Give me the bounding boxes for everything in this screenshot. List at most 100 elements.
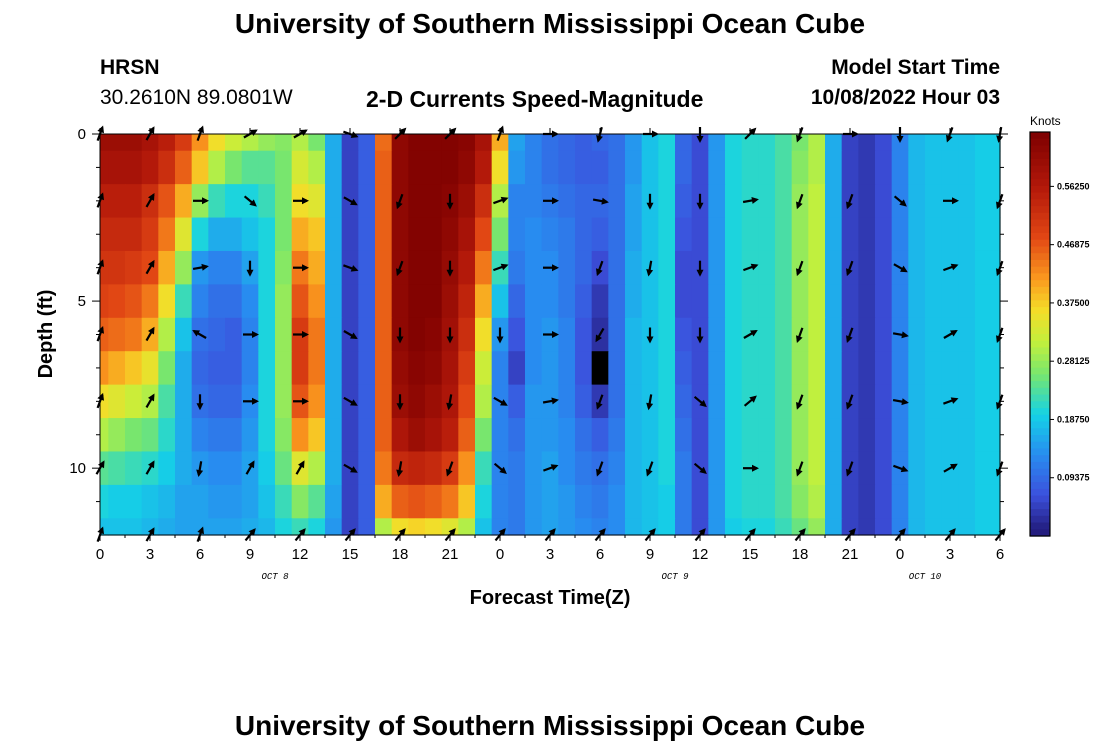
heatmap-cell: [675, 134, 693, 152]
heatmap-cell: [558, 284, 576, 319]
heatmap-cell: [225, 250, 243, 285]
heatmap-cell: [975, 150, 993, 185]
colorbar-segment: [1030, 529, 1050, 537]
heatmap-cell: [458, 418, 476, 453]
heatmap-cell: [341, 134, 359, 152]
colorbar-segment: [1030, 441, 1050, 450]
heatmap-cell: [541, 134, 559, 152]
heatmap-cell: [991, 384, 1001, 419]
current-arrow: [846, 394, 854, 410]
heatmap-cell: [625, 351, 643, 386]
heatmap-cell: [375, 317, 393, 352]
heatmap-cell: [108, 418, 126, 453]
heatmap-cell: [525, 384, 543, 419]
current-arrow: [396, 327, 404, 344]
heatmap-cell: [191, 134, 209, 152]
heatmap-cell: [608, 451, 626, 486]
heatmap-cell: [225, 284, 243, 319]
heatmap-cell: [408, 384, 426, 419]
x-tick-label: 15: [342, 546, 359, 563]
current-arrow: [193, 197, 209, 205]
heatmap-cell: [925, 317, 943, 352]
current-arrow: [846, 327, 854, 343]
station-coordinates: 30.2610N 89.0801W: [100, 86, 293, 109]
heatmap-cell: [308, 418, 326, 453]
colorbar-segment: [1030, 273, 1050, 281]
colorbar-segment: [1030, 320, 1050, 328]
heatmap-cell: [358, 284, 376, 319]
heatmap-cell: [375, 484, 393, 519]
heatmap-cell: [858, 451, 876, 486]
current-arrow: [796, 193, 804, 210]
heatmap-cell: [675, 184, 693, 219]
heatmap-cell: [108, 284, 126, 319]
heatmap-cell: [708, 150, 726, 185]
heatmap-cell: [691, 484, 709, 519]
heatmap-cell: [758, 284, 776, 319]
heatmap-cell: [641, 351, 659, 386]
heatmap-cell: [125, 351, 143, 386]
heatmap-cell: [791, 484, 809, 519]
heatmap-cell: [558, 418, 576, 453]
current-arrow: [192, 330, 207, 339]
heatmap-cell: [991, 518, 1001, 536]
heatmap-cell: [391, 150, 409, 185]
heatmap-cell: [975, 451, 993, 486]
heatmap-cell: [675, 418, 693, 453]
heatmap-cell: [858, 384, 876, 419]
heatmap-cell: [808, 217, 826, 252]
current-arrow: [646, 327, 654, 344]
heatmap-cell: [475, 484, 493, 519]
heatmap-cell: [325, 184, 343, 219]
heatmap-cell: [225, 217, 243, 252]
heatmap-cell: [525, 134, 543, 152]
heatmap-cell: [575, 484, 593, 519]
current-arrow: [246, 260, 254, 277]
current-arrow: [943, 197, 959, 205]
current-arrow: [542, 397, 559, 405]
heatmap-cell: [258, 250, 276, 285]
colorbar-segment: [1030, 381, 1050, 389]
current-arrow: [496, 327, 504, 344]
heatmap-cell: [208, 418, 226, 453]
heatmap-cell: [425, 284, 443, 319]
heatmap-cell: [541, 217, 559, 252]
heatmap-cell: [325, 284, 343, 319]
heatmap-cell: [175, 484, 193, 519]
current-arrow: [293, 331, 309, 338]
current-arrow: [343, 463, 358, 473]
heatmap-cell: [325, 518, 343, 536]
heatmap-cell: [458, 317, 476, 352]
heatmap-cell: [125, 518, 143, 536]
heatmap-cell: [658, 451, 676, 486]
heatmap-cell: [725, 351, 743, 386]
current-arrow: [596, 260, 604, 277]
heatmap-cell: [175, 317, 193, 352]
heatmap-cell: [158, 317, 176, 352]
heatmap-cell: [875, 217, 893, 252]
heatmap-cell: [975, 484, 993, 519]
heatmap-cell: [458, 351, 476, 386]
heatmap-cell: [625, 184, 643, 219]
axes: 0 3 6 9 12 15 18 21 0 3 6 9 12 15 18 21 0 3 6 OCT 8 OCT 9 OCT…: [69, 126, 1008, 582]
heatmap-cell: [375, 451, 393, 486]
heatmap-cell: [758, 418, 776, 453]
heatmap-cell: [875, 317, 893, 352]
heatmap-cell: [475, 284, 493, 319]
heatmap-cell: [791, 284, 809, 319]
heatmap-cell: [408, 351, 426, 386]
heatmap-cell: [275, 384, 293, 419]
heatmap-cell: [875, 184, 893, 219]
x-axis-label: Forecast Time(Z): [470, 587, 631, 609]
chart-subtitle: 2-D Currents Speed-Magnitude: [366, 86, 704, 112]
heatmap-cell: [225, 184, 243, 219]
heatmap-cell: [408, 284, 426, 319]
heatmap-cell: [825, 317, 843, 352]
heatmap-cell: [625, 317, 643, 352]
heatmap-cell: [858, 418, 876, 453]
heatmap-cell: [675, 451, 693, 486]
heatmap-cell: [608, 351, 626, 386]
heatmap-cell: [441, 150, 459, 185]
heatmap-cell: [225, 484, 243, 519]
heatmap-cell: [791, 351, 809, 386]
